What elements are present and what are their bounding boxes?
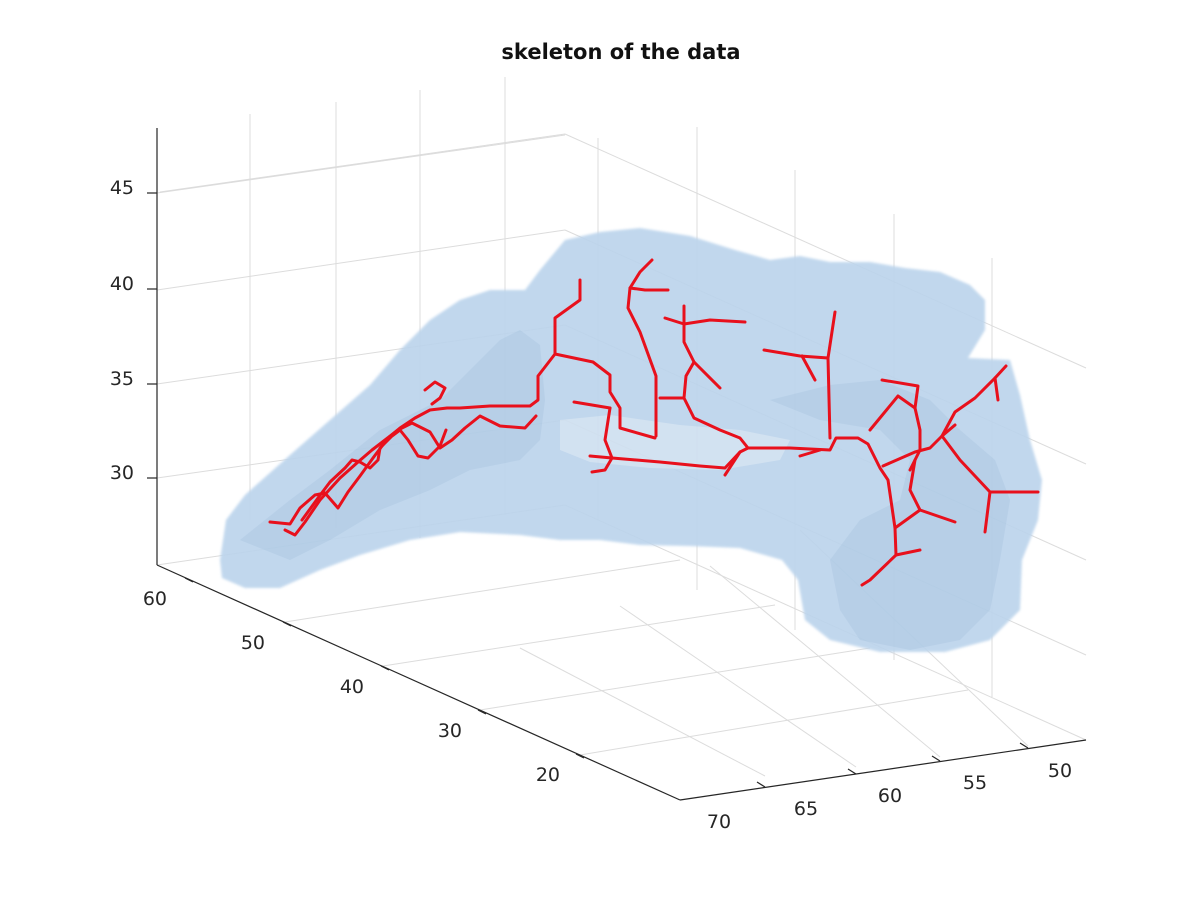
skeleton-branch (826, 356, 832, 440)
chart-title: skeleton of the data (501, 40, 740, 64)
y-tick-label: 20 (536, 764, 560, 786)
skeleton-branch (762, 310, 837, 360)
skeleton-branch (300, 428, 448, 522)
skeleton (268, 258, 1040, 587)
y-tick-label: 40 (340, 676, 364, 698)
skeleton-branch (590, 456, 614, 474)
surface-shade (560, 415, 790, 470)
y-tick-mark (477, 709, 487, 715)
floor-gridline (519, 647, 766, 777)
floor-gridline (709, 565, 941, 758)
floor-gridline (619, 605, 857, 768)
x-tick-label: 70 (707, 811, 731, 833)
skeleton-branch (868, 394, 917, 432)
y-axis-line (156, 564, 681, 801)
skeleton-branch (983, 490, 992, 534)
skeleton-branch (798, 448, 822, 458)
skeleton-branch (908, 458, 957, 524)
back-top-edge-right (564, 133, 1087, 369)
skeleton-branch (682, 304, 722, 390)
x-tick-mark (931, 755, 941, 762)
z-tick-label: 40 (110, 273, 134, 295)
x-tick-mark (1019, 742, 1029, 749)
skeleton-branch (894, 548, 922, 557)
y-tick-mark (282, 621, 292, 627)
floor-gridline (382, 604, 776, 667)
floor-gridline (579, 689, 969, 756)
floor-gridline (479, 647, 871, 711)
skeleton-branch (610, 436, 898, 587)
x-tick-mark (847, 768, 857, 775)
skeleton-branch (881, 423, 957, 468)
z-tick-label: 45 (110, 177, 134, 199)
y-tick-mark (575, 753, 585, 759)
skeleton-branch (800, 354, 817, 382)
z-tick-label: 30 (110, 462, 134, 484)
skeleton-branch (940, 364, 1008, 438)
y-tick-label: 60 (143, 588, 167, 610)
gridline-h (156, 134, 566, 194)
y-tick-label: 30 (438, 720, 462, 742)
floor-gridline (284, 559, 681, 623)
x-tick-label: 50 (1048, 760, 1072, 782)
skeleton-branch (626, 286, 658, 438)
skeleton-branch (682, 396, 750, 450)
z-ticks: 45 40 35 30 (110, 177, 157, 484)
axes (156, 128, 1087, 801)
x-tick-label: 65 (794, 798, 818, 820)
skeleton-branch (268, 352, 657, 526)
skeleton-branch (658, 360, 696, 400)
x-tick-mark (756, 781, 766, 788)
skeleton-branch (553, 278, 582, 356)
skeleton-branch (893, 508, 922, 530)
x-tick-label: 60 (878, 785, 902, 807)
skeleton-branch (423, 380, 447, 406)
x-ticks: 70 65 60 55 50 (707, 742, 1072, 833)
back-top-edge (159, 133, 566, 193)
skeleton-branch (663, 316, 747, 326)
x-tick-label: 55 (963, 772, 987, 794)
y-tick-mark (184, 577, 194, 583)
y-tick-mark (380, 665, 390, 671)
z-tick-label: 35 (110, 368, 134, 390)
gridline-h (156, 229, 566, 291)
skeleton-branch (283, 414, 538, 537)
skeleton-branch (993, 376, 1000, 402)
skeleton-branch (588, 406, 614, 460)
y-tick-label: 50 (241, 632, 265, 654)
y-ticks: 60 50 40 30 20 (143, 577, 585, 786)
x-axis-line (679, 739, 1087, 801)
skeleton-branch (572, 400, 612, 410)
skeleton-branch (940, 434, 1040, 494)
skeleton-branch (723, 450, 742, 477)
